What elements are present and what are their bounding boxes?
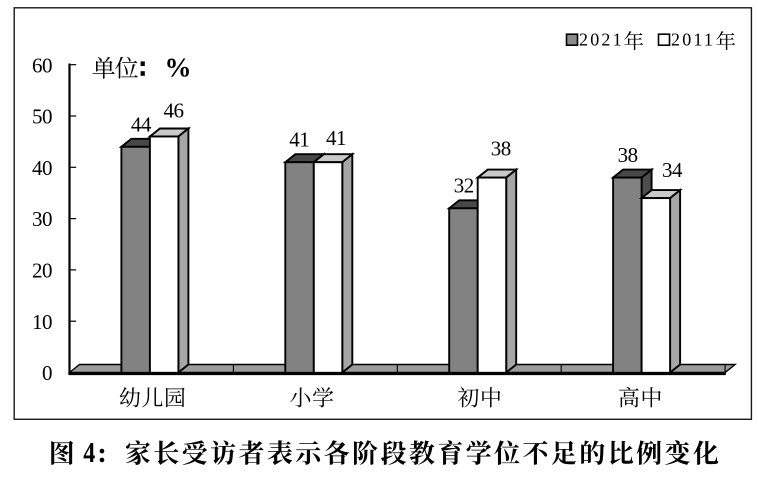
svg-text:2021: 2021 — [579, 30, 624, 50]
svg-text:38: 38 — [491, 136, 511, 160]
svg-text:20: 20 — [32, 259, 52, 283]
svg-text:2011: 2011 — [671, 30, 715, 50]
svg-text:50: 50 — [32, 105, 52, 129]
svg-text:0: 0 — [42, 361, 52, 385]
svg-text:40: 40 — [32, 156, 52, 180]
svg-text:38: 38 — [618, 143, 638, 167]
svg-text::: : — [97, 437, 107, 469]
svg-text:41: 41 — [289, 127, 309, 151]
svg-text:60: 60 — [32, 53, 52, 77]
svg-text:4: 4 — [83, 437, 95, 469]
svg-text:10: 10 — [32, 310, 52, 334]
svg-text:32: 32 — [454, 174, 474, 198]
svg-text:41: 41 — [326, 126, 346, 150]
svg-text:30: 30 — [32, 207, 52, 231]
svg-text:46: 46 — [164, 99, 184, 123]
svg-text:%: % — [165, 53, 192, 83]
svg-text:34: 34 — [662, 158, 683, 182]
svg-text:44: 44 — [131, 112, 152, 136]
